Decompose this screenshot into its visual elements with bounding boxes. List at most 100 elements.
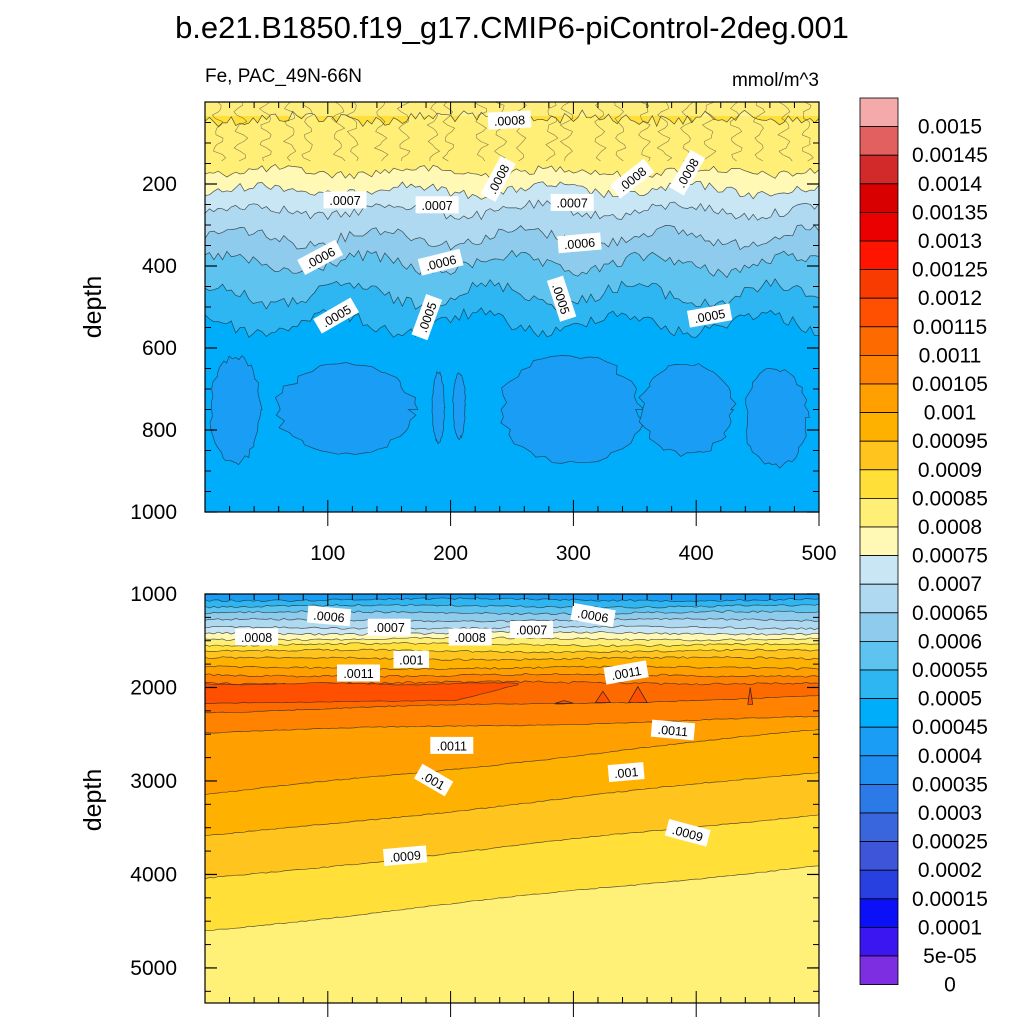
colorbar: 0.0015 0.00145 0.0014 0.00135 0.0013 0.00125 0… — [859, 97, 988, 997]
top-surface-contour — [559, 102, 574, 162]
colorbar-label: 0.0007 — [918, 573, 982, 596]
colorbar-swatch — [859, 126, 899, 156]
contour-label-box — [448, 628, 492, 646]
contour-label-box — [413, 763, 454, 797]
colorbar-swatch — [859, 898, 899, 928]
colorbar-label: 0.00035 — [912, 773, 988, 796]
contour-label: .0005 — [686, 303, 733, 328]
contour-label-box — [546, 275, 577, 322]
y-tick-label: 1000 — [130, 583, 177, 606]
contour-label-text: .0011 — [343, 667, 373, 681]
bottom-contour-bands — [205, 594, 819, 1003]
x-tick-label: 300 — [556, 542, 591, 565]
bottom-max-patch-3 — [747, 687, 754, 705]
top-surface-contour — [801, 102, 814, 162]
contour-label-text: .0009 — [389, 848, 421, 865]
bottom-maximum-patches — [205, 682, 754, 705]
colorbar-label: 0.00095 — [912, 430, 988, 453]
colorbar-swatch — [859, 669, 899, 700]
top-subtitle-left: Fe, PAC_49N-66N — [205, 66, 362, 87]
colorbar-swatch — [859, 927, 899, 957]
bottom-contour-line-1 — [205, 597, 819, 603]
bottom-max-patch-0 — [554, 700, 574, 704]
top-surface-contour — [753, 102, 766, 162]
colorbar-label: 0.00145 — [912, 144, 988, 167]
colorbar-label: 0.0015 — [918, 116, 982, 139]
contour-label-text: .001 — [399, 653, 423, 667]
colorbar-swatch — [859, 326, 899, 356]
contour-label-box — [382, 845, 428, 867]
bottom-contour-line-2 — [205, 603, 819, 609]
contour-label: .0006 — [417, 248, 464, 276]
colorbar-label: 5e-05 — [923, 945, 977, 968]
colorbar-label: 0.00075 — [912, 545, 988, 568]
contour-label-box — [430, 736, 474, 754]
colorbar-swatch — [859, 497, 899, 528]
contour-label-box — [417, 248, 464, 276]
top-surface-contour — [396, 102, 411, 162]
colorbar-swatch — [859, 240, 899, 271]
colorbar-label: 0.0009 — [918, 459, 982, 482]
y-tick-label: 3000 — [130, 770, 177, 793]
top-surface-contour — [211, 102, 227, 162]
colorbar-swatch — [859, 211, 899, 242]
top-axes: 200 400 600 800 1000 100 200 300 400 500 — [130, 101, 837, 565]
colorbar-label: 0.001 — [924, 402, 977, 425]
colorbar-swatch — [859, 383, 899, 414]
contour-label-text: .0006 — [576, 606, 609, 625]
colorbar-label: 0.00085 — [912, 487, 988, 510]
colorbar-label: 0.0008 — [918, 516, 982, 539]
colorbar-label: 0.00115 — [913, 316, 987, 339]
bottom-band-12 — [205, 673, 819, 685]
bottom-contour-line-11 — [205, 665, 819, 671]
contour-label-text: .0006 — [313, 609, 345, 626]
contour-label: .0009 — [382, 845, 428, 867]
y-tick-label: 1000 — [130, 501, 177, 524]
bottom-max-patch-2 — [628, 685, 648, 703]
colorbar-label: 0.0003 — [918, 802, 982, 825]
contour-label: .0008 — [448, 628, 492, 646]
contour-label-box — [609, 158, 655, 199]
contour-label-text: .0011 — [610, 664, 642, 683]
contour-label-box — [607, 762, 645, 783]
bottom-max-patch-1 — [594, 690, 611, 703]
colorbar-swatch — [859, 354, 899, 385]
bottom-band-17 — [205, 772, 819, 879]
top-min-blob-5 — [638, 363, 737, 457]
chart-title: b.e21.B1850.f19_g17.CMIP6-piControl-2deg… — [175, 10, 849, 45]
bottom-contour-line-14 — [205, 695, 819, 714]
contour-label: .0007 — [550, 193, 594, 211]
x-tick-label: 100 — [310, 542, 345, 565]
contour-label: .0008 — [487, 110, 532, 130]
bottom-contour-line-8 — [205, 642, 819, 647]
colorbar-swatch — [859, 526, 899, 557]
top-surface-contour — [656, 102, 673, 162]
contour-label-box — [570, 602, 616, 628]
y-tick-label: 400 — [142, 255, 177, 278]
contour-label: .0007 — [415, 196, 459, 214]
contour-label-box — [323, 191, 367, 209]
top-surface-strip — [205, 102, 819, 116]
x-tick-label: 200 — [433, 542, 468, 565]
top-band-6 — [205, 250, 819, 310]
colorbar-swatch — [859, 440, 899, 471]
top-surface-contour — [614, 102, 627, 162]
colorbar-label: 0.00045 — [912, 716, 988, 739]
contour-label-text: .0008 — [241, 631, 272, 645]
top-surface-contour — [426, 102, 441, 162]
top-deep-minimum-regions — [209, 355, 810, 469]
top-surface-contour — [442, 102, 456, 162]
colorbar-swatch — [859, 841, 899, 871]
top-min-blob-0 — [209, 355, 263, 466]
contour-label: .0006 — [570, 602, 616, 628]
contour-label: .0011 — [650, 719, 696, 741]
bottom-band-19 — [205, 865, 819, 1003]
colorbar-swatch — [859, 97, 899, 128]
contour-label-text: .0007 — [557, 196, 588, 210]
bottom-band-7 — [205, 637, 819, 647]
top-surface-contour — [545, 102, 559, 162]
bottom-band-18 — [205, 814, 819, 931]
contour-label-box — [650, 719, 696, 741]
y-tick-label: 800 — [142, 419, 177, 442]
contour-label-text: .0011 — [657, 723, 689, 740]
